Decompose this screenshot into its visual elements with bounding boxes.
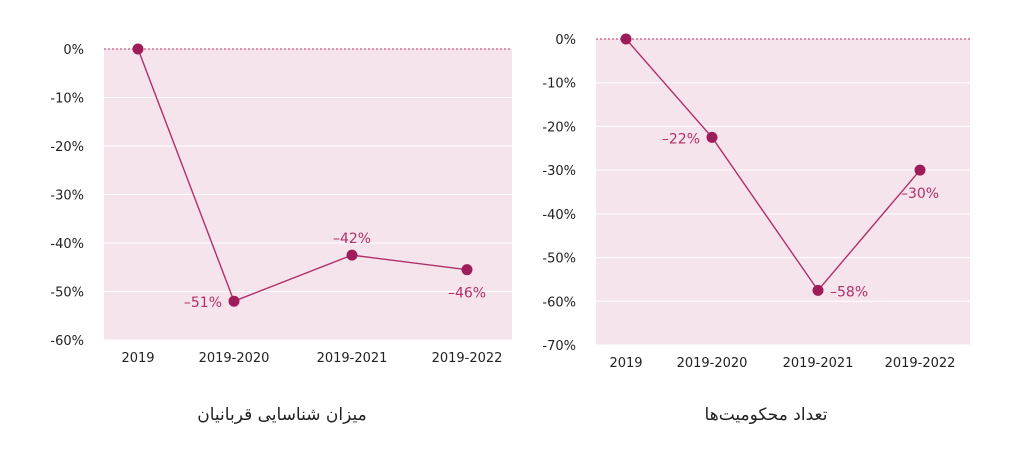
y-tick-label: -50% — [542, 252, 576, 267]
convictions-chart: 0% -10% -20% -30% -40% -50% -60% -70% 2019 2019-2… — [542, 33, 970, 371]
data-label: –46% — [448, 286, 486, 302]
x-tick-label: 2019 — [609, 356, 642, 371]
data-point — [620, 33, 632, 45]
y-tick-label: -30% — [542, 164, 576, 179]
y-tick-label: -40% — [542, 208, 576, 223]
data-label: –42% — [333, 231, 371, 247]
data-point — [812, 284, 824, 296]
y-tick-label: 0% — [63, 43, 84, 58]
y-tick-label: -30% — [50, 189, 84, 204]
data-point — [914, 164, 926, 176]
y-tick-label: -50% — [50, 286, 84, 301]
y-tick-label: -20% — [50, 140, 84, 155]
y-tick-label: -40% — [50, 237, 84, 252]
series-line — [625, 38, 921, 292]
x-tick-label: 2019-2020 — [677, 356, 748, 371]
x-tick-label: 2019-2020 — [199, 351, 270, 366]
data-label: –51% — [184, 295, 222, 311]
data-label: –22% — [662, 131, 700, 147]
data-point — [132, 43, 144, 55]
data-point — [706, 131, 718, 143]
x-tick-label: 2019-2022 — [432, 351, 503, 366]
data-point — [461, 264, 473, 276]
y-tick-label: -20% — [542, 120, 576, 135]
data-point — [228, 295, 240, 307]
y-tick-label: 0% — [555, 33, 576, 48]
series-line — [137, 48, 468, 303]
y-tick-label: -10% — [50, 92, 84, 107]
y-tick-label: -70% — [542, 339, 576, 354]
data-label: –30% — [901, 186, 939, 202]
y-tick-label: -10% — [542, 77, 576, 92]
x-tick-label: 2019-2021 — [783, 356, 854, 371]
y-tick-label: -60% — [542, 295, 576, 310]
victim-identification-chart: 0% -10% -20% -30% -40% -50% -60% 2019 2019-2020 2… — [50, 43, 512, 366]
plot-area — [596, 39, 970, 345]
chart-caption-convictions: تعداد محکومیت‌ها — [704, 405, 828, 425]
x-tick-label: 2019-2022 — [885, 356, 956, 371]
x-tick-label: 2019 — [121, 351, 154, 366]
chart-caption-victims: میزان شناسایی قربانیان — [197, 405, 367, 425]
data-point — [346, 249, 358, 261]
data-label: –58% — [830, 284, 868, 300]
y-tick-label: -60% — [50, 334, 84, 349]
x-tick-label: 2019-2021 — [317, 351, 388, 366]
